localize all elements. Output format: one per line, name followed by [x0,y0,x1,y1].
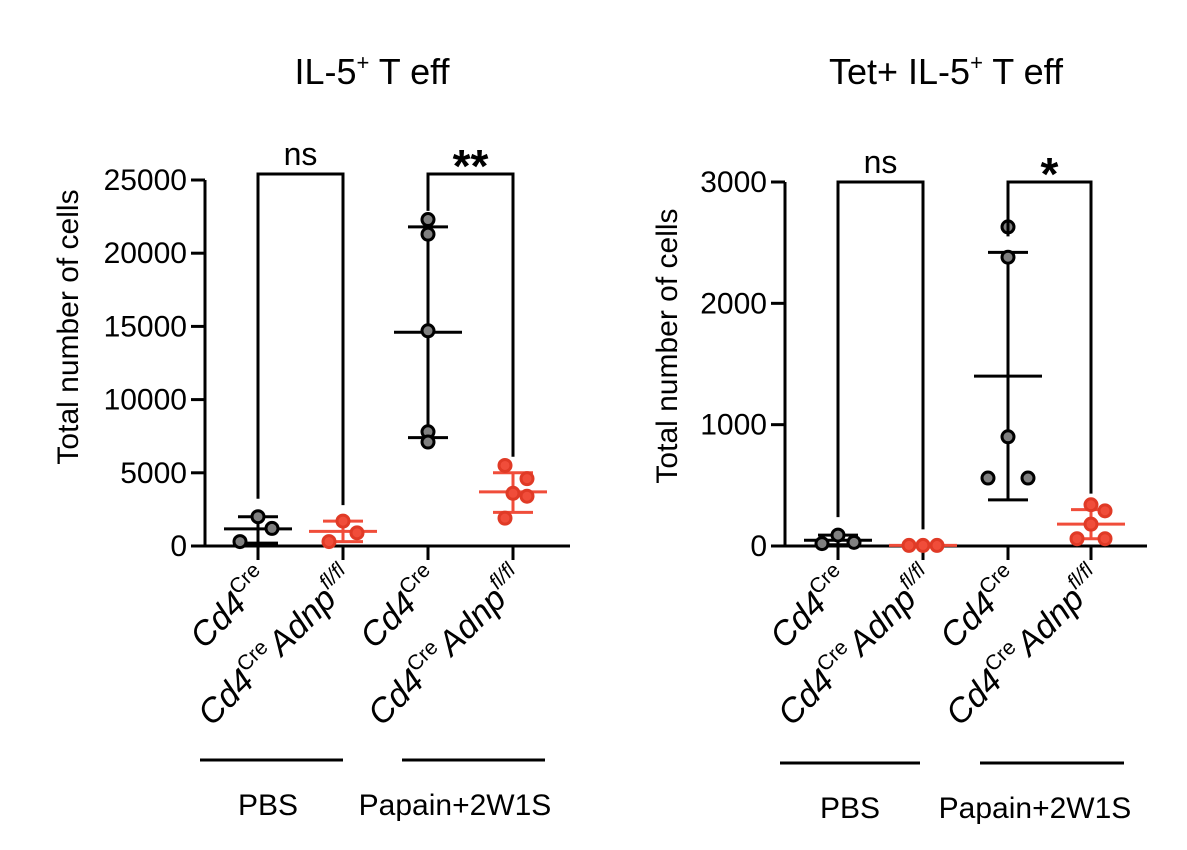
data-point [234,536,246,548]
condition-label: Papain+2W1S [359,789,552,822]
data-point [422,325,434,337]
chart-title: Tet+ IL-5+ T eff [829,50,1064,92]
significance-label: * [1041,148,1059,200]
significance-bracket [1008,182,1091,494]
data-point [337,515,349,527]
y-tick-label: 10000 [104,384,187,417]
data-point [507,487,519,499]
y-tick-label: 3000 [700,166,767,199]
condition-label: PBS [238,789,298,822]
data-point [1022,472,1034,484]
data-point [931,539,943,551]
data-point [499,512,511,524]
data-point [1099,533,1111,545]
y-tick-label: 5000 [120,457,187,490]
y-axis-label: Total number of cells [651,208,684,483]
significance-label: ns [864,144,898,180]
y-tick-label: 2000 [700,287,767,320]
x-tick-label: Cd4Cre [181,559,278,656]
significance-bracket [838,182,923,529]
data-point [266,522,278,534]
data-point [1085,518,1097,530]
chart-panel-2: Tet+ IL-5+ T eff Total number of cells 0 10… [651,50,1147,825]
figure: IL-5+ T eff Total number of cells 0 5000 100… [0,0,1187,845]
significance-bracket [258,174,343,505]
data-point [351,527,363,539]
figure-svg: IL-5+ T eff Total number of cells 0 5000 100… [0,0,1187,845]
x-tick-label: Cd4Cre [761,559,858,656]
chart-panel-1: IL-5+ T eff Total number of cells 0 5000 100… [52,50,570,822]
data-point [903,539,915,551]
data-point [323,536,335,548]
data-point [521,490,533,502]
y-tick-label: 15000 [104,310,187,343]
y-tick-label: 1000 [700,409,767,442]
chart-title: IL-5+ T eff [295,50,451,92]
data-point [816,538,828,550]
significance-label: ns [284,136,318,172]
significance-bracket [428,174,513,457]
y-tick-label: 0 [750,530,767,563]
condition-label: PBS [820,792,880,825]
data-point [1099,505,1111,517]
data-point [422,214,434,226]
data-point [848,536,860,548]
data-point [422,228,434,240]
y-tick-label: 20000 [104,237,187,270]
y-tick-label: 25000 [104,164,187,197]
condition-label: Papain+2W1S [939,792,1132,825]
data-point [1002,431,1014,443]
data-point [982,472,994,484]
y-axis-label: Total number of cells [52,189,85,464]
significance-label: ** [453,140,489,192]
y-tick-label: 0 [170,530,187,563]
x-tick-label: Cd4Cre [351,559,448,656]
data-point [1085,499,1097,511]
data-point [917,539,929,551]
data-point [832,529,844,541]
data-point [1071,533,1083,545]
data-point [499,459,511,471]
data-point [252,511,264,523]
data-point [422,436,434,448]
data-point [1002,251,1014,263]
data-point [521,473,533,485]
